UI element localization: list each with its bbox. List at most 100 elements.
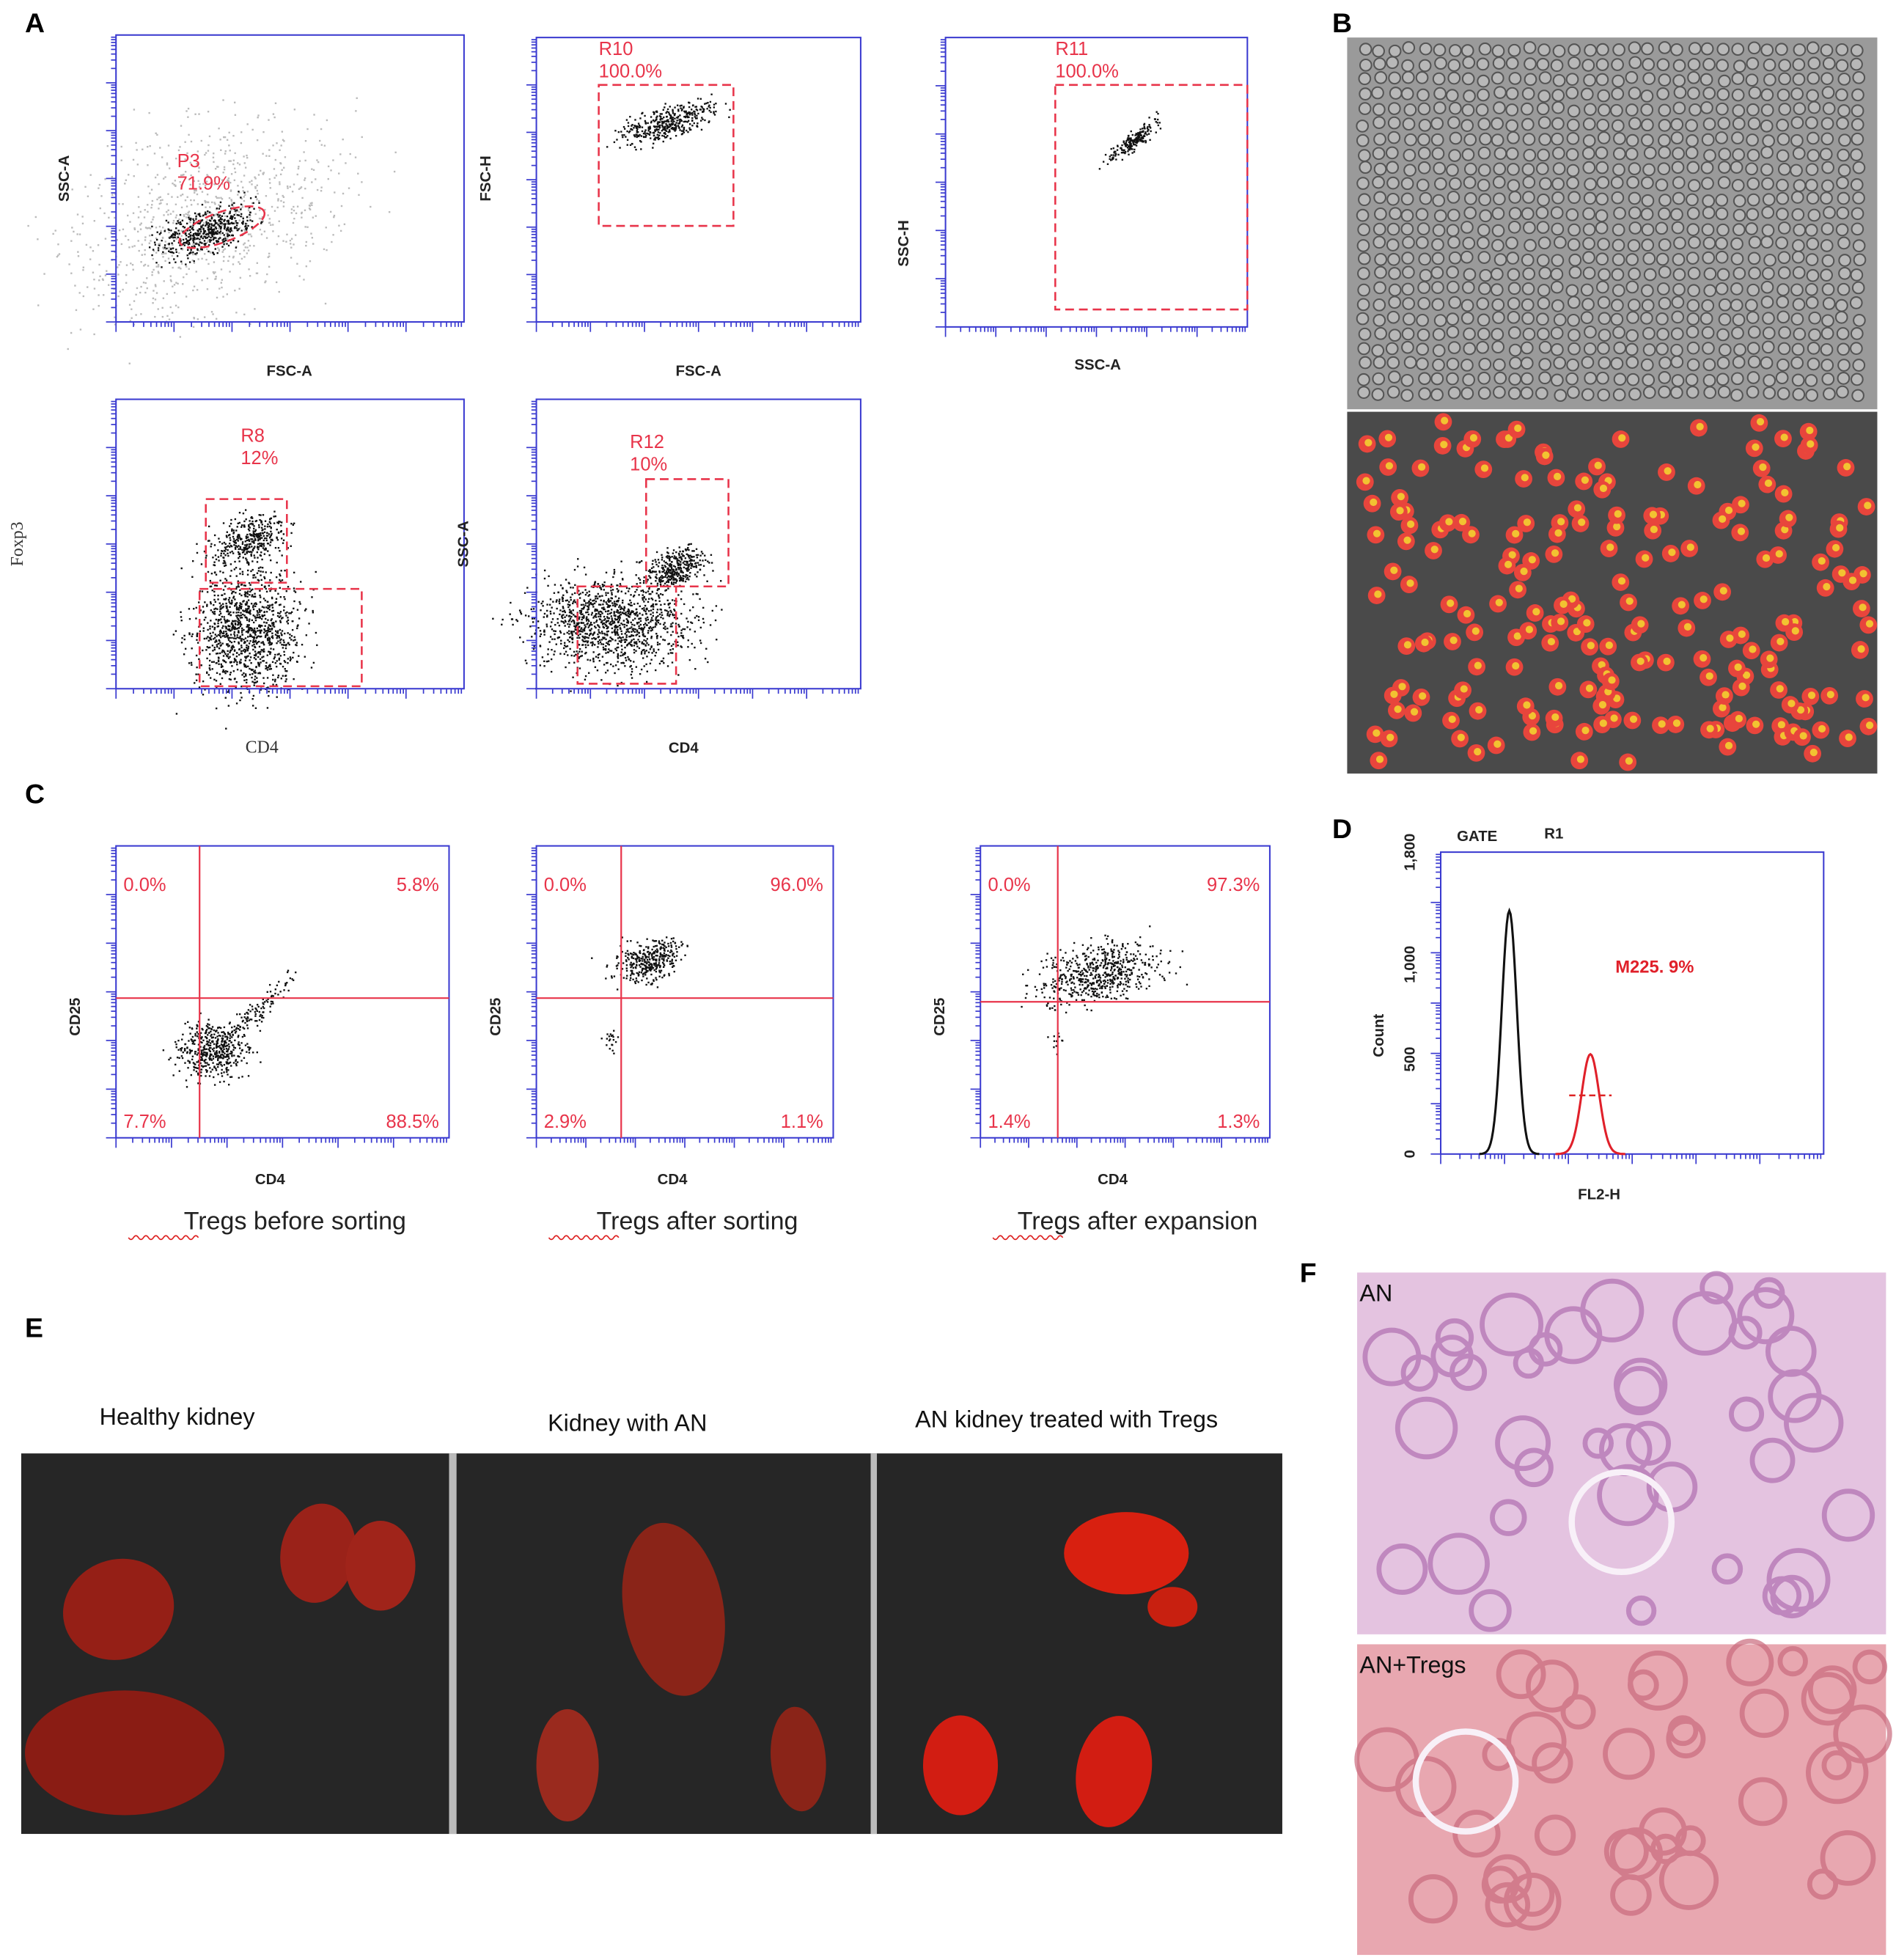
event bbox=[609, 650, 611, 652]
event bbox=[685, 110, 687, 113]
event bbox=[87, 286, 89, 288]
event bbox=[678, 552, 680, 555]
event bbox=[1140, 134, 1142, 136]
event bbox=[252, 606, 254, 609]
event bbox=[570, 587, 572, 589]
event bbox=[679, 105, 681, 107]
event bbox=[252, 694, 255, 697]
event bbox=[642, 631, 644, 634]
event bbox=[562, 600, 564, 603]
event bbox=[658, 121, 661, 123]
event bbox=[246, 678, 248, 681]
event bbox=[354, 156, 357, 158]
event bbox=[258, 526, 260, 529]
event bbox=[673, 120, 675, 122]
event bbox=[615, 626, 617, 629]
event bbox=[267, 604, 269, 607]
panel-letter: A bbox=[25, 7, 45, 38]
event bbox=[680, 646, 683, 648]
event bbox=[213, 623, 216, 625]
event bbox=[1137, 132, 1139, 134]
event bbox=[1139, 140, 1142, 142]
event bbox=[191, 227, 194, 230]
event bbox=[243, 672, 245, 675]
event bbox=[279, 181, 281, 183]
event bbox=[584, 602, 587, 604]
event bbox=[256, 561, 259, 563]
event bbox=[261, 529, 263, 532]
event bbox=[237, 162, 239, 164]
event bbox=[183, 638, 185, 641]
event bbox=[650, 646, 653, 648]
event bbox=[304, 609, 306, 612]
gate bbox=[1054, 84, 1249, 311]
event bbox=[258, 624, 260, 626]
event bbox=[658, 595, 660, 598]
event bbox=[226, 293, 229, 296]
event bbox=[678, 119, 680, 121]
event bbox=[617, 131, 620, 133]
event bbox=[278, 653, 280, 655]
event bbox=[592, 651, 595, 653]
event bbox=[222, 603, 224, 605]
event bbox=[683, 126, 686, 129]
event bbox=[281, 169, 283, 172]
event bbox=[221, 606, 224, 609]
event bbox=[236, 628, 239, 630]
event bbox=[584, 633, 587, 635]
event bbox=[650, 121, 653, 124]
event bbox=[224, 548, 227, 550]
event bbox=[229, 575, 232, 577]
event bbox=[277, 592, 279, 595]
event bbox=[196, 289, 199, 291]
event bbox=[217, 625, 220, 628]
event bbox=[618, 606, 620, 609]
event bbox=[627, 628, 629, 630]
event bbox=[180, 184, 183, 186]
event bbox=[650, 131, 652, 134]
event bbox=[207, 150, 210, 152]
event bbox=[254, 186, 257, 188]
event bbox=[606, 669, 609, 672]
event bbox=[215, 183, 217, 186]
event bbox=[254, 639, 257, 642]
event bbox=[622, 609, 625, 612]
event bbox=[638, 124, 641, 127]
event bbox=[543, 634, 545, 636]
event bbox=[675, 580, 678, 582]
event bbox=[567, 620, 570, 623]
event bbox=[222, 557, 224, 559]
event bbox=[219, 233, 222, 235]
event bbox=[246, 154, 248, 157]
event bbox=[357, 172, 359, 175]
event bbox=[220, 644, 222, 646]
event bbox=[217, 549, 219, 551]
event bbox=[685, 120, 687, 123]
event bbox=[268, 119, 270, 121]
event bbox=[254, 308, 256, 310]
event bbox=[699, 120, 702, 122]
event bbox=[305, 244, 307, 247]
event bbox=[265, 667, 268, 669]
event bbox=[675, 557, 677, 560]
event bbox=[263, 531, 266, 534]
event bbox=[680, 569, 682, 572]
event bbox=[147, 186, 150, 188]
event bbox=[262, 545, 265, 547]
event bbox=[276, 696, 278, 698]
event bbox=[640, 135, 643, 137]
event bbox=[610, 583, 613, 586]
event bbox=[623, 606, 626, 609]
event bbox=[172, 285, 174, 287]
event bbox=[1143, 122, 1146, 125]
event bbox=[665, 570, 668, 573]
event bbox=[196, 639, 198, 641]
event bbox=[219, 629, 221, 631]
event bbox=[195, 606, 197, 609]
event bbox=[193, 235, 195, 238]
event bbox=[183, 242, 185, 244]
event bbox=[216, 241, 218, 243]
event bbox=[642, 111, 644, 114]
event bbox=[584, 644, 587, 646]
event bbox=[290, 212, 293, 214]
